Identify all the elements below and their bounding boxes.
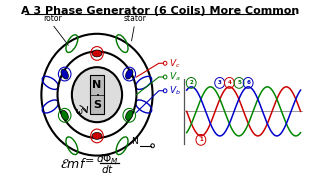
Text: ω: ω (76, 107, 83, 116)
Text: $V_b$: $V_b$ (169, 84, 180, 97)
Ellipse shape (61, 69, 68, 79)
Ellipse shape (92, 50, 102, 57)
Ellipse shape (125, 110, 133, 120)
Text: N: N (131, 137, 138, 146)
Text: S: S (93, 100, 101, 109)
Text: $V_a$: $V_a$ (169, 71, 180, 83)
Text: 5: 5 (62, 113, 67, 118)
Text: 1: 1 (95, 133, 99, 138)
Text: $V_c$: $V_c$ (169, 57, 180, 69)
Ellipse shape (125, 69, 133, 79)
Text: 3: 3 (62, 72, 67, 76)
Text: 5: 5 (237, 80, 241, 85)
Text: 4: 4 (95, 51, 99, 56)
Text: $dt$: $dt$ (101, 163, 114, 176)
Text: •: • (96, 93, 100, 99)
Text: N: N (92, 80, 102, 90)
Text: rotor: rotor (43, 14, 61, 23)
Text: 2: 2 (127, 113, 132, 118)
Text: A 3 Phase Generator (6 Coils) More Common: A 3 Phase Generator (6 Coils) More Commo… (20, 6, 299, 16)
Text: 6: 6 (127, 72, 132, 76)
Text: 2: 2 (189, 80, 193, 85)
Text: $d\Phi_M$: $d\Phi_M$ (96, 153, 119, 166)
Text: $\mathcal{E}mf$: $\mathcal{E}mf$ (60, 157, 87, 171)
Text: 4: 4 (228, 80, 231, 85)
Text: stator: stator (123, 14, 146, 23)
Ellipse shape (61, 110, 68, 120)
Ellipse shape (92, 132, 102, 139)
Bar (90, 75, 104, 114)
Text: 3: 3 (218, 80, 222, 85)
Text: 1: 1 (199, 137, 203, 142)
Text: =: = (85, 157, 94, 166)
Text: 6: 6 (246, 80, 250, 85)
Circle shape (72, 67, 122, 122)
